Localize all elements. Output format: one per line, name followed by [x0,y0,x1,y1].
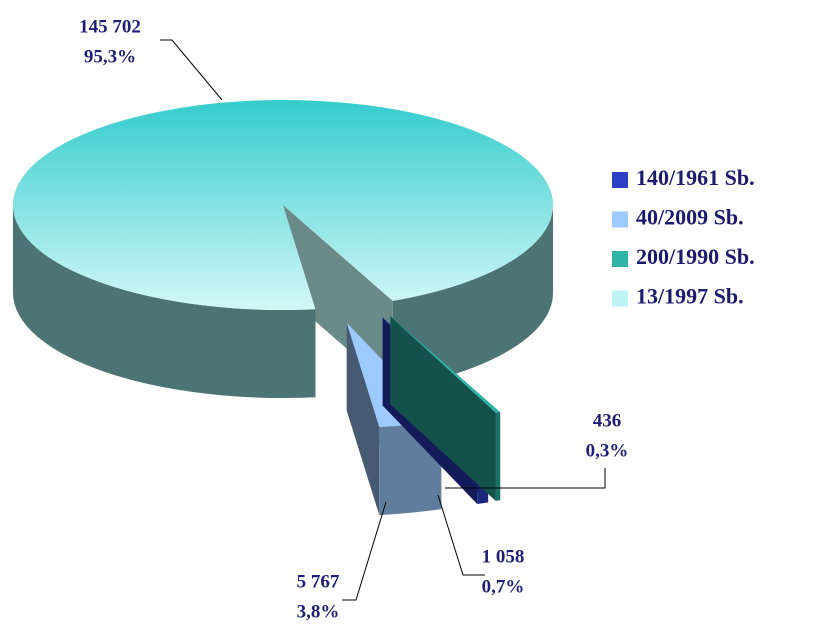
slice [390,316,501,413]
percent-label: 0,7% [482,576,525,597]
percent-label: 3,8% [297,601,340,622]
legend-swatch [612,211,628,228]
legend-label: 40/2009 Sb. [636,205,744,230]
leader-line [437,494,485,576]
leader-line [160,39,223,101]
leader-line [445,468,606,489]
legend-swatch [612,251,628,267]
legend-label: 13/1997 Sb. [636,284,744,309]
value-label: 436 [593,410,622,431]
slice [12,100,553,311]
value-label: 5 767 [297,571,340,592]
legend-swatch [612,172,628,188]
legend-label: 200/1990 Sb. [636,244,755,269]
slice-wall [390,316,496,501]
value-label: 1 058 [482,546,525,567]
slice-side [392,205,553,389]
slice-wall [346,322,380,516]
percent-label: 95,3% [84,46,136,67]
leader-line [342,501,387,601]
percent-label: 0,3% [586,440,629,461]
slice-side [13,205,316,398]
slice-side [495,412,501,501]
legend-swatch [612,290,628,307]
legend-label: 140/1961 Sb. [636,165,755,190]
value-label: 145 702 [79,16,141,37]
